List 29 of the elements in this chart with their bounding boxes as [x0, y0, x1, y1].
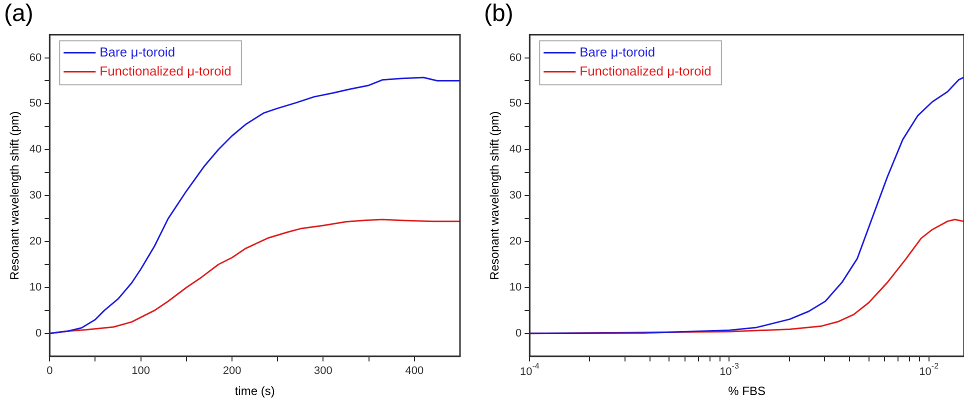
y-tick-label: 10: [509, 282, 522, 294]
y-tick-label: 50: [29, 98, 42, 110]
x-axis-title: time (s): [234, 384, 275, 398]
y-tick-label: 10: [29, 282, 42, 294]
x-axis-title: % FBS: [728, 384, 766, 398]
x-tick-label: 300: [314, 365, 332, 378]
y-tick-label: 60: [29, 52, 42, 64]
x-tick-label: 400: [405, 365, 424, 378]
legend-label: Bare μ-toroid: [580, 44, 656, 60]
y-axis-title: Resonant wavelength shift (pm): [488, 111, 502, 280]
y-tick-label: 20: [509, 236, 522, 248]
legend-label: Functionalized μ-toroid: [580, 63, 712, 78]
y-tick-label: 30: [509, 190, 522, 202]
chart-title: (b): [484, 0, 514, 28]
y-tick-label: 20: [29, 236, 42, 248]
y-tick-label: 60: [509, 52, 522, 64]
y-tick-label: 50: [509, 98, 522, 110]
y-tick-label: 0: [36, 327, 42, 340]
y-axis-title: Resonant wavelength shift (pm): [8, 111, 22, 280]
chart-title: (a): [4, 0, 34, 28]
x-tick-label: 100: [132, 365, 150, 378]
y-tick-label: 40: [29, 144, 42, 156]
y-tick-label: 30: [29, 190, 42, 202]
y-tick-label: 40: [509, 144, 522, 156]
x-tick-label: 0: [46, 365, 53, 378]
legend-label: Functionalized μ-toroid: [100, 63, 232, 78]
y-tick-label: 0: [516, 327, 522, 340]
x-tick-label: 200: [222, 365, 242, 378]
legend-label: Bare μ-toroid: [100, 44, 176, 60]
